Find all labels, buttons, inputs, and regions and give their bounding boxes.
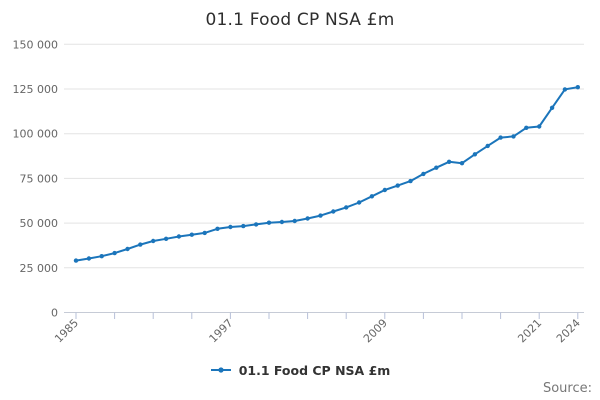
data-point-marker (176, 234, 182, 239)
y-axis-tick-label: 25 000 (20, 262, 59, 275)
data-point-marker (125, 246, 130, 252)
data-point-marker (344, 205, 349, 210)
y-axis-tick-label: 125 000 (13, 83, 59, 96)
data-point-marker (537, 124, 542, 129)
data-point-marker (382, 187, 387, 193)
data-point-marker (253, 222, 259, 227)
data-point-marker (305, 216, 310, 221)
data-point-marker (549, 105, 555, 111)
legend: 01.1 Food CP NSA £m (0, 361, 600, 379)
data-point-marker (228, 224, 233, 230)
y-axis-tick-label: 75 000 (20, 172, 59, 185)
data-point-marker (163, 236, 169, 241)
data-point-marker (241, 223, 246, 229)
data-point-marker (369, 194, 375, 199)
source-label: Source: (542, 381, 592, 396)
data-point-marker (331, 209, 336, 214)
y-axis-tick-label: 150 000 (13, 38, 59, 51)
data-point-marker (356, 200, 362, 205)
data-point-marker (421, 171, 426, 177)
chart-title: 01.1 Food CP NSA £m (205, 10, 395, 30)
data-line (75, 86, 579, 262)
data-point-marker (151, 238, 156, 244)
data-point-marker (446, 159, 452, 164)
data-point-marker (511, 134, 516, 139)
y-axis-tick-label: 50 000 (20, 217, 59, 230)
x-axis-tick-label: 1985 (52, 316, 81, 345)
legend-series-label: 01.1 Food CP NSA £m (238, 362, 391, 378)
data-point-marker (562, 87, 568, 92)
x-axis-tick-label: 2009 (361, 316, 390, 345)
data-point-marker (138, 242, 143, 247)
data-point-marker (498, 135, 503, 140)
data-point-marker (524, 125, 529, 130)
x-axis-tick-label: 1997 (207, 316, 236, 345)
data-point-marker (73, 258, 79, 263)
data-point-marker (318, 213, 323, 218)
data-point-marker (86, 256, 92, 261)
data-point-marker (215, 226, 220, 231)
data-point-marker (459, 161, 465, 166)
y-axis-tick-label: 100 000 (13, 128, 59, 141)
data-point-marker (485, 143, 490, 149)
data-point-marker (408, 178, 413, 184)
data-point-marker (202, 230, 207, 236)
data-point-marker (112, 250, 117, 256)
legend-line-marker-icon (210, 367, 231, 373)
data-point-marker (292, 218, 297, 224)
data-point-marker (434, 165, 439, 170)
data-point-marker (189, 232, 194, 237)
data-point-marker (472, 152, 478, 157)
data-point-marker (575, 85, 580, 90)
y-axis-tick-label: 0 (51, 307, 58, 320)
data-point-marker (279, 219, 285, 225)
x-axis-tick-label: 2024 (554, 316, 583, 345)
data-point-marker (395, 183, 400, 188)
data-point-marker (99, 254, 104, 259)
x-axis-tick-label: 2021 (515, 316, 544, 345)
data-point-marker (266, 220, 272, 225)
